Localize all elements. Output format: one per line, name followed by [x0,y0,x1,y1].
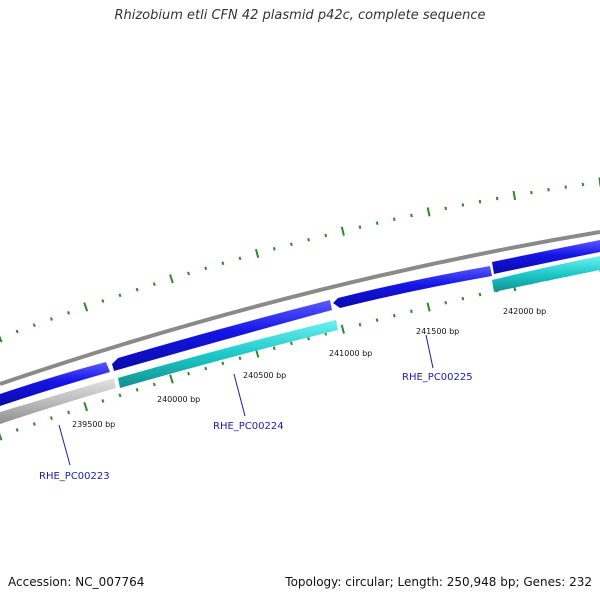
minor-tick [204,366,208,371]
minor-tick [15,428,19,432]
minor-tick [15,329,19,334]
minor-tick [67,311,71,315]
minor-tick [32,323,36,328]
minor-tick [118,393,122,398]
minor-tick [478,199,482,204]
minor-tick [135,287,139,292]
gene-forward-3[interactable] [333,266,492,308]
major-tick [426,207,431,217]
minor-tick [221,261,225,266]
minor-tick [530,190,533,195]
minor-tick [272,247,276,251]
major-tick [169,274,174,284]
major-tick [0,433,3,441]
minor-tick [307,237,310,242]
gene-labels: RHE_PC00223 RHE_PC00224 RHE_PC00225 [39,372,473,482]
sequence-backbone [0,230,600,386]
minor-tick [410,213,413,218]
minor-tick [238,356,242,361]
major-tick [83,302,89,312]
tick-labels: 239500 bp 240000 bp 240500 bp 241000 bp … [72,307,546,429]
minor-tick [461,296,465,301]
minor-tick [392,313,396,318]
major-tick [169,374,174,384]
accession-text: Accession: NC_007764 [8,575,145,589]
leader-line [58,424,71,466]
minor-tick [118,293,122,298]
minor-tick [187,271,190,276]
major-tick [254,248,260,259]
minor-tick [238,256,242,261]
leader-line [233,373,246,417]
leader-line [425,334,434,369]
minor-tick [444,300,448,305]
minor-tick [204,266,208,271]
major-tick [0,335,3,343]
minor-tick [67,410,71,415]
minor-tick [564,185,567,189]
major-tick [340,324,345,334]
gene-forward-1[interactable] [0,362,110,406]
minor-tick [49,317,53,321]
minor-tick [152,282,156,287]
gene-reverse-1[interactable] [118,320,338,388]
minor-tick [290,242,293,247]
minor-tick [307,336,310,341]
gene-label[interactable]: RHE_PC00223 [39,471,110,482]
minor-tick [101,399,105,403]
minor-tick [581,182,585,187]
minor-tick [32,422,36,426]
minor-tick [358,225,362,229]
minor-tick [461,203,465,207]
minor-tick [152,382,156,387]
tick-label: 242000 bp [503,307,546,316]
major-tick [83,401,89,412]
map-title: Rhizobium etli CFN 42 plasmid p42c, comp… [114,8,486,23]
minor-tick [101,299,105,303]
minor-tick [324,233,328,238]
minor-tick [290,341,293,346]
gene-forward-2[interactable] [112,300,332,371]
gene-forward-4[interactable] [492,240,600,274]
gene-leader-lines [58,334,434,466]
gene-reverse-2[interactable] [492,256,600,292]
gene-pseudo-1[interactable] [0,378,116,424]
major-tick [340,226,345,236]
minor-tick [358,322,362,327]
minor-tick [375,221,379,225]
tick-label: 241000 bp [329,349,372,358]
minor-tick [135,388,139,392]
gene-label[interactable]: RHE_PC00225 [402,372,473,383]
tick-label: 240500 bp [243,371,286,380]
outer-tick-marks [0,177,600,343]
minor-tick [410,309,413,314]
minor-tick [444,206,447,211]
minor-tick [187,371,190,376]
minor-tick [221,361,225,366]
inner-tick-marks [0,263,600,441]
major-tick [426,302,431,312]
minor-tick [49,416,53,421]
sequence-summary: Topology: circular; Length: 250,948 bp; … [285,575,592,589]
gene-label[interactable]: RHE_PC00224 [213,421,284,432]
minor-tick [547,187,550,192]
minor-tick [375,318,379,322]
tick-label: 240000 bp [157,395,200,404]
tick-label: 239500 bp [72,420,115,429]
minor-tick [272,346,276,351]
minor-tick [478,292,482,297]
major-tick [512,190,517,201]
minor-tick [495,196,499,201]
tick-label: 241500 bp [416,327,459,336]
minor-tick [392,217,396,222]
